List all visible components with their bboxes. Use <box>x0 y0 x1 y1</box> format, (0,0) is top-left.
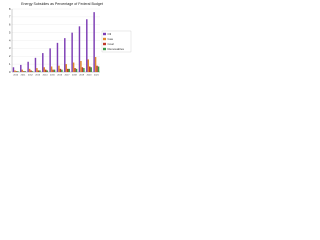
bar <box>86 19 88 72</box>
bar <box>46 70 48 72</box>
y-tick-label: 7 <box>9 15 11 19</box>
bar <box>90 67 92 72</box>
legend-label: Gas <box>108 37 114 41</box>
legend-swatch <box>103 37 106 41</box>
bar <box>28 68 31 72</box>
y-tick-label: 0 <box>9 70 11 74</box>
bar <box>14 70 16 72</box>
bar <box>81 67 84 72</box>
bar <box>15 71 18 72</box>
bar <box>87 59 89 72</box>
bar <box>24 71 26 72</box>
bar <box>67 68 69 72</box>
bar <box>59 68 62 72</box>
bar <box>36 68 38 72</box>
bar <box>96 65 98 72</box>
bar <box>52 69 54 72</box>
bar <box>27 61 29 72</box>
bar <box>97 66 100 72</box>
bar <box>53 69 56 72</box>
bar <box>43 67 45 72</box>
bar <box>71 32 73 72</box>
x-tick-label: 2011 <box>21 75 26 77</box>
legend-box <box>101 30 132 53</box>
y-tick-label: 8 <box>9 7 11 11</box>
x-tick-label: 2010 <box>13 75 19 77</box>
x-tick-label: 2018 <box>72 75 78 77</box>
x-tick-label: 2021 <box>94 75 100 77</box>
bar <box>50 66 53 72</box>
x-tick-label: 2012 <box>28 75 34 77</box>
y-tick-label: 2 <box>9 54 11 58</box>
y-tick-label: 6 <box>9 23 11 27</box>
legend-label: Oil <box>108 32 112 36</box>
bar <box>23 71 25 72</box>
page: {"chart_data": {"type": "bar", "title": … <box>0 0 133 80</box>
bar <box>30 70 32 72</box>
bar <box>75 68 78 72</box>
y-tick-label: 3 <box>9 46 11 50</box>
bar <box>72 62 75 72</box>
y-tick-label: 1 <box>9 62 11 66</box>
bar <box>56 42 59 72</box>
bar <box>37 70 40 72</box>
bar <box>64 38 66 72</box>
x-tick-label: 2015 <box>50 75 56 77</box>
legend-label: Coal <box>108 42 115 46</box>
chart: Energy Subsidies as Percentage of Federa… <box>0 0 133 80</box>
x-tick-label: 2016 <box>57 75 63 77</box>
y-tick-label: 4 <box>9 38 11 42</box>
bar <box>20 64 22 72</box>
legend-swatch <box>103 47 106 51</box>
x-tick-label: 2017 <box>65 75 71 77</box>
bar <box>94 57 97 72</box>
bar <box>68 68 70 72</box>
bar <box>74 68 76 72</box>
bar <box>58 65 60 72</box>
bar <box>12 67 15 72</box>
bar <box>34 57 37 72</box>
bar <box>31 71 34 72</box>
bar <box>39 70 41 72</box>
bar <box>83 68 85 72</box>
bar <box>89 66 91 72</box>
bar <box>78 26 81 72</box>
bar <box>42 53 44 72</box>
bar <box>21 69 23 72</box>
bar <box>49 48 51 72</box>
x-tick-label: 2020 <box>87 75 93 77</box>
legend-label: Renewables <box>108 47 125 51</box>
bar <box>80 60 82 72</box>
chart-title: Energy Subsidies as Percentage of Federa… <box>21 2 103 6</box>
bar <box>17 71 19 72</box>
bar <box>61 69 63 72</box>
legend-swatch <box>103 32 106 36</box>
x-tick-label: 2013 <box>35 75 41 77</box>
x-tick-label: 2019 <box>79 75 85 77</box>
legend-swatch <box>103 42 106 46</box>
bar <box>65 64 67 72</box>
bar <box>45 69 47 72</box>
x-tick-label: 2014 <box>43 75 49 77</box>
y-tick-label: 5 <box>9 30 11 34</box>
bar <box>93 12 95 72</box>
